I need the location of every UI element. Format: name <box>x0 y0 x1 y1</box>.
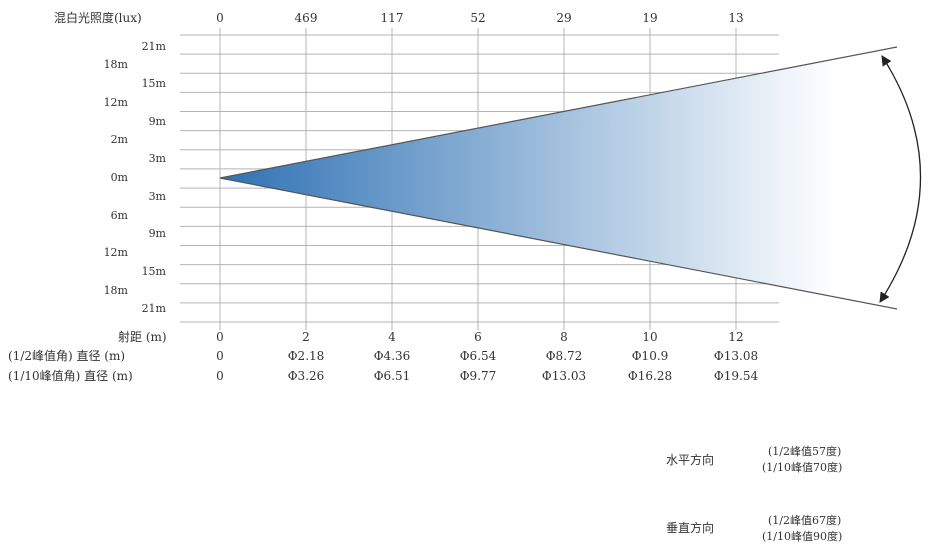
half-peak-diameter: Φ10.9 <box>632 349 669 363</box>
tenth-peak-diameter-label: (1/10峰值角) 直径 (m) <box>8 368 133 383</box>
legend-horizontal-half: (1/2峰值57度) <box>768 444 841 458</box>
tenth-peak-diameter: 0 <box>216 369 224 383</box>
tenth-peak-diameter: Φ3.26 <box>288 369 325 383</box>
tenth-peak-diameter: Φ16.28 <box>628 369 672 383</box>
y-tick-label-inner: 3m <box>149 190 167 203</box>
lux-value: 29 <box>556 11 571 25</box>
legend-vertical-label: 垂直方向 <box>666 520 714 535</box>
lux-value: 0 <box>216 11 224 25</box>
lux-value: 13 <box>728 11 743 25</box>
legend-vertical-tenth: (1/10峰值90度) <box>762 529 842 543</box>
beam-upper-edge <box>219 46 898 179</box>
y-tick-label-inner: 21m <box>142 302 167 315</box>
distance-axis-label: 射距 (m) <box>118 329 167 344</box>
beam-lower-edge <box>219 177 898 310</box>
lux-value: 117 <box>381 11 404 25</box>
legend-horizontal: 水平方向 (1/2峰值57度) (1/10峰值70度) <box>666 444 842 474</box>
beam-cone <box>220 47 897 309</box>
y-tick-label-outer: 0m <box>111 171 129 184</box>
tick-labels: 0 469 117 52 29 19 13 0 2 4 6 8 10 12 0 Φ2.18 Φ4.36 Φ6.54… <box>104 11 759 383</box>
legend-vertical: 垂直方向 (1/2峰值67度) (1/10峰值90度) <box>666 513 842 543</box>
half-peak-diameter: Φ2.18 <box>288 349 325 363</box>
x-tick-label: 6 <box>474 330 482 344</box>
x-tick-label: 4 <box>388 330 396 344</box>
tenth-peak-diameter: Φ9.77 <box>460 369 497 383</box>
half-peak-diameter: Φ4.36 <box>374 349 411 363</box>
half-peak-diameter: 0 <box>216 349 224 363</box>
y-tick-label-inner: 9m <box>149 227 167 240</box>
legend-horizontal-label: 水平方向 <box>666 452 714 467</box>
x-tick-label: 12 <box>728 330 743 344</box>
y-tick-label-inner: 15m <box>142 77 167 90</box>
tenth-peak-diameter: Φ13.03 <box>542 369 586 383</box>
x-tick-label: 10 <box>642 330 657 344</box>
y-tick-label-outer: 18m <box>104 284 129 297</box>
y-tick-label-outer: 18m <box>104 58 129 71</box>
legend-horizontal-tenth: (1/10峰值70度) <box>762 460 842 474</box>
y-tick-label-outer: 6m <box>111 209 129 222</box>
tenth-peak-diameter: Φ19.54 <box>714 369 759 383</box>
x-tick-label: 0 <box>216 330 224 344</box>
half-peak-diameter: Φ8.72 <box>546 349 583 363</box>
tenth-peak-diameter: Φ6.51 <box>374 369 411 383</box>
lux-value: 19 <box>642 11 657 25</box>
y-tick-label-outer: 2m <box>111 133 129 146</box>
legend-vertical-half: (1/2峰值67度) <box>768 513 841 527</box>
lux-value: 469 <box>295 11 318 25</box>
lux-axis-label: 混白光照度(lux) <box>54 10 142 25</box>
half-peak-diameter-label: (1/2峰值角) 直径 (m) <box>8 348 125 363</box>
y-tick-label-inner: 21m <box>142 40 167 53</box>
y-tick-label-outer: 12m <box>104 96 129 109</box>
y-tick-label-inner: 15m <box>142 265 167 278</box>
beam-angle-arc <box>879 55 922 303</box>
half-peak-diameter: Φ6.54 <box>460 349 497 363</box>
y-tick-label-inner: 9m <box>149 115 167 128</box>
x-tick-label: 8 <box>560 330 568 344</box>
lux-value: 52 <box>470 11 485 25</box>
y-tick-label-outer: 12m <box>104 246 129 259</box>
half-peak-diameter: Φ13.08 <box>714 349 758 363</box>
x-tick-label: 2 <box>302 330 310 344</box>
y-tick-label-inner: 3m <box>149 152 167 165</box>
